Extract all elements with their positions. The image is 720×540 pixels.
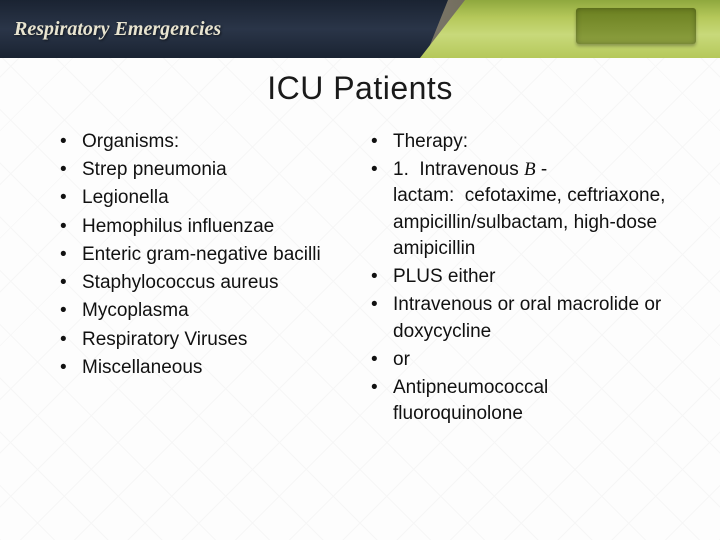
list-item: Mycoplasma	[60, 298, 361, 324]
list-item: Antipneumococcal fluoroquinolone	[371, 375, 672, 427]
list-item: Organisms:	[60, 129, 361, 155]
list-item: 1. Intravenous B - lactam: cefotaxime, c…	[371, 157, 672, 262]
left-list: Organisms: Strep pneumonia Legionella He…	[60, 129, 361, 381]
list-item: Enteric gram-negative bacilli	[60, 242, 361, 268]
list-item: Staphylococcus aureus	[60, 270, 361, 296]
slide-title: ICU Patients	[0, 70, 720, 107]
header-placeholder-box	[576, 8, 696, 44]
list-item: Therapy:	[371, 129, 672, 155]
list-item: Strep pneumonia	[60, 157, 361, 183]
beta-symbol: B	[524, 159, 536, 180]
header-title: Respiratory Emergencies	[14, 18, 221, 40]
list-item: PLUS either	[371, 264, 672, 290]
columns: Organisms: Strep pneumonia Legionella He…	[0, 129, 720, 429]
header-bar: Respiratory Emergencies	[0, 0, 720, 58]
list-item: Legionella	[60, 185, 361, 211]
list-item: or	[371, 347, 672, 373]
right-column: Therapy: 1. Intravenous B - lactam: cefo…	[371, 129, 672, 429]
list-item: Intravenous or oral macrolide or doxycyc…	[371, 292, 672, 344]
list-item: Hemophilus influenzae	[60, 214, 361, 240]
list-item: Miscellaneous	[60, 355, 361, 381]
left-column: Organisms: Strep pneumonia Legionella He…	[60, 129, 361, 429]
list-item: Respiratory Viruses	[60, 327, 361, 353]
header-title-wrap: Respiratory Emergencies	[0, 18, 221, 41]
right-list: Therapy: 1. Intravenous B - lactam: cefo…	[371, 129, 672, 427]
slide-content: ICU Patients Organisms: Strep pneumonia …	[0, 58, 720, 429]
